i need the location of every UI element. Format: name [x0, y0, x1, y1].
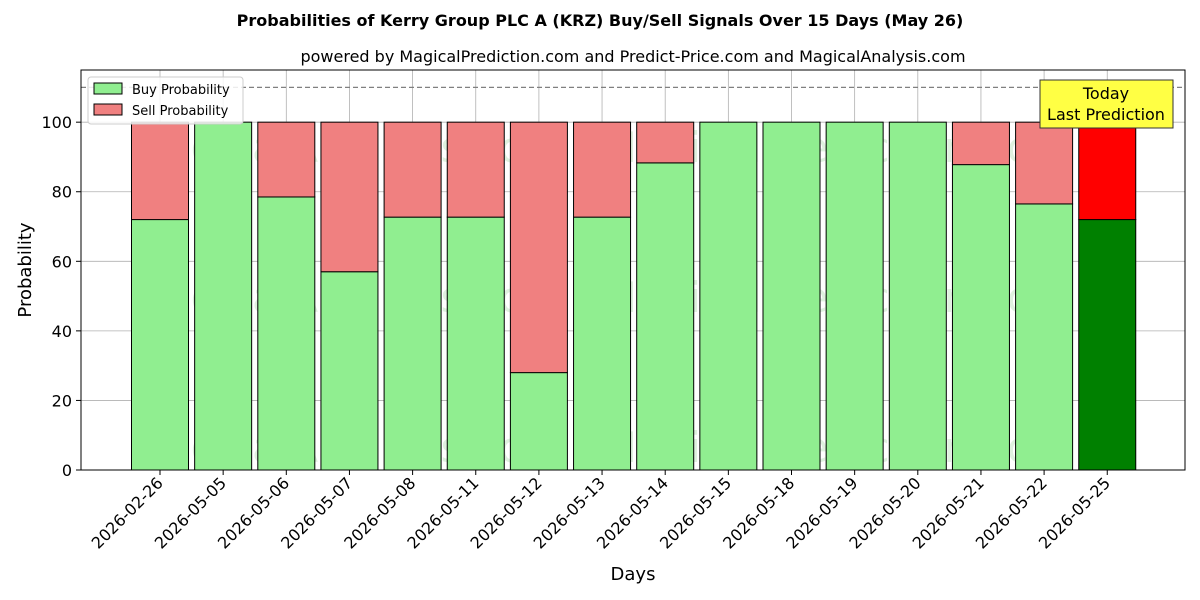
bar-buy [762, 121, 821, 471]
bar-buy [383, 216, 442, 471]
bar-buy [131, 219, 189, 471]
bar-sell [573, 121, 632, 218]
bar-buy [636, 162, 695, 471]
bar-buy [194, 121, 253, 471]
y-tick-label: 0 [62, 461, 72, 480]
bars [131, 121, 1137, 471]
bar-sell [320, 121, 379, 273]
bar-buy [825, 121, 884, 471]
legend-swatch-sell [93, 103, 123, 116]
bar-buy [951, 164, 1010, 471]
bar-sell [951, 121, 1010, 166]
bar-buy [1015, 203, 1074, 471]
plot-frame [80, 69, 1186, 471]
bar-sell [636, 121, 695, 164]
bar-sell [1015, 121, 1074, 205]
bar-buy [1078, 219, 1137, 471]
today-annotation: Today Last Prediction [1039, 79, 1174, 129]
bar-sell [257, 121, 316, 198]
y-tick-label: 100 [41, 113, 72, 132]
bar-sell [1078, 121, 1137, 221]
bar-buy [509, 372, 568, 471]
annotation-line-2: Last Prediction [1047, 105, 1165, 124]
bar-buy [573, 216, 632, 471]
bar-buy [699, 121, 758, 471]
chart-title: Probabilities of Kerry Group PLC A (KRZ)… [237, 11, 964, 30]
y-tick-label: 80 [52, 183, 72, 202]
bar-sell [131, 121, 189, 221]
bar-sell [383, 121, 442, 218]
annotation-line-1: Today [1082, 84, 1129, 103]
legend-label-buy: Buy Probability [132, 83, 230, 98]
annotation-box [1039, 79, 1174, 129]
bar-buy [446, 216, 505, 471]
legend-box [87, 76, 244, 125]
chart-subtitle: powered by MagicalPrediction.com and Pre… [300, 47, 965, 66]
y-tick-label: 20 [52, 391, 72, 410]
x-axis-label: Days [611, 564, 656, 585]
y-axis: 0 20 40 60 80 100 [41, 113, 81, 480]
legend-label-sell: Sell Probability [132, 104, 229, 119]
bar-buy [320, 271, 379, 471]
legend-swatch-buy [93, 82, 123, 95]
bar-sell [509, 121, 568, 374]
y-tick-label: 40 [52, 322, 72, 341]
bar-buy [888, 121, 947, 471]
y-tick-label: 60 [52, 252, 72, 271]
legend: Buy Probability Sell Probability [87, 76, 244, 125]
bar-sell [446, 121, 505, 218]
y-axis-label: Probability [15, 222, 36, 317]
x-axis: 2026-02-262026-05-052026-05-062026-05-07… [88, 470, 1114, 553]
bar-buy [257, 196, 316, 471]
